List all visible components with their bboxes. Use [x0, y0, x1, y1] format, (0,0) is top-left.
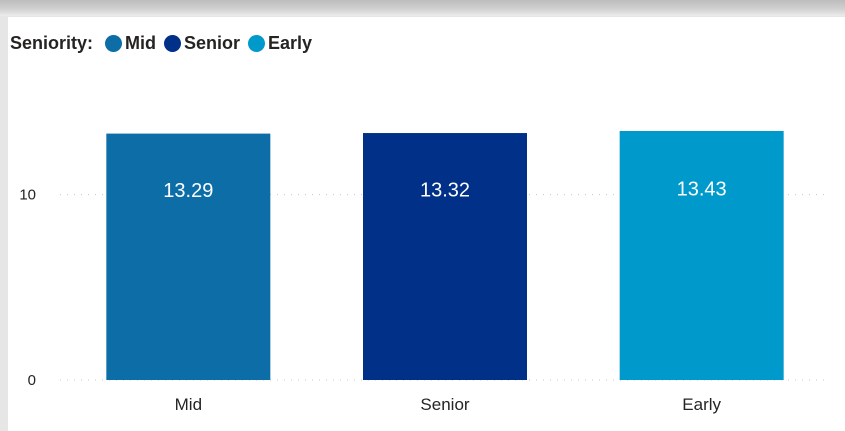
legend-dot-mid — [105, 34, 123, 52]
legend-item-senior[interactable]: Senior — [164, 33, 240, 54]
legend-title: Seniority: — [10, 32, 94, 53]
top-shadow-strip — [0, 0, 845, 16]
x-tick-label-early: Early — [682, 395, 721, 414]
data-label-mid: 13.29 — [163, 180, 213, 202]
legend-dot-senior — [164, 34, 182, 52]
legend-item-mid[interactable]: Mid — [105, 33, 156, 54]
x-tick-label-mid: Mid — [175, 395, 202, 414]
data-label-senior: 13.32 — [420, 180, 470, 202]
bar-senior[interactable] — [363, 133, 527, 380]
legend-label-senior: Senior — [184, 32, 241, 53]
bar-early[interactable] — [619, 131, 784, 380]
legend-label-mid: Mid — [125, 32, 157, 53]
x-tick-label-senior: Senior — [420, 395, 469, 414]
bar-mid[interactable] — [106, 133, 271, 380]
data-label-early: 13.43 — [677, 179, 727, 201]
legend-item-early[interactable]: Early — [248, 33, 312, 54]
legend: Seniority: Mid Senior Early — [10, 30, 320, 56]
legend-dot-early — [248, 34, 266, 52]
y-tick-label-10: 10 — [19, 187, 36, 204]
y-tick-label-0: 0 — [28, 372, 36, 389]
legend-label-early: Early — [268, 32, 313, 53]
